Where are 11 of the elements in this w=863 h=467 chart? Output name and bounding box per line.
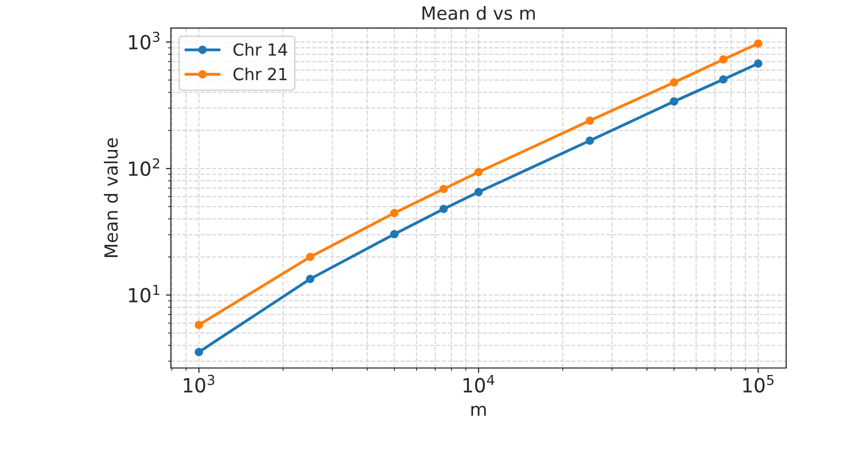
y-tick-label: 10$^{3}$ (129, 32, 160, 50)
x-tick-label: 10$^{5}$ (743, 374, 774, 393)
x-tick-label: 10$^{4}$ (464, 374, 494, 393)
legend-label: Chr 21 (233, 67, 287, 80)
y-tick-label: 10$^{1}$ (129, 284, 160, 303)
chart-title: Mean d vs m (422, 6, 535, 20)
y-tick-label: 10$^{2}$ (129, 158, 160, 176)
legend-label: Chr 14 (233, 43, 288, 56)
y-axis-title: Mean d value (104, 138, 118, 257)
x-axis-title: m (471, 406, 486, 416)
x-tick-label: 10$^{3}$ (184, 374, 214, 393)
